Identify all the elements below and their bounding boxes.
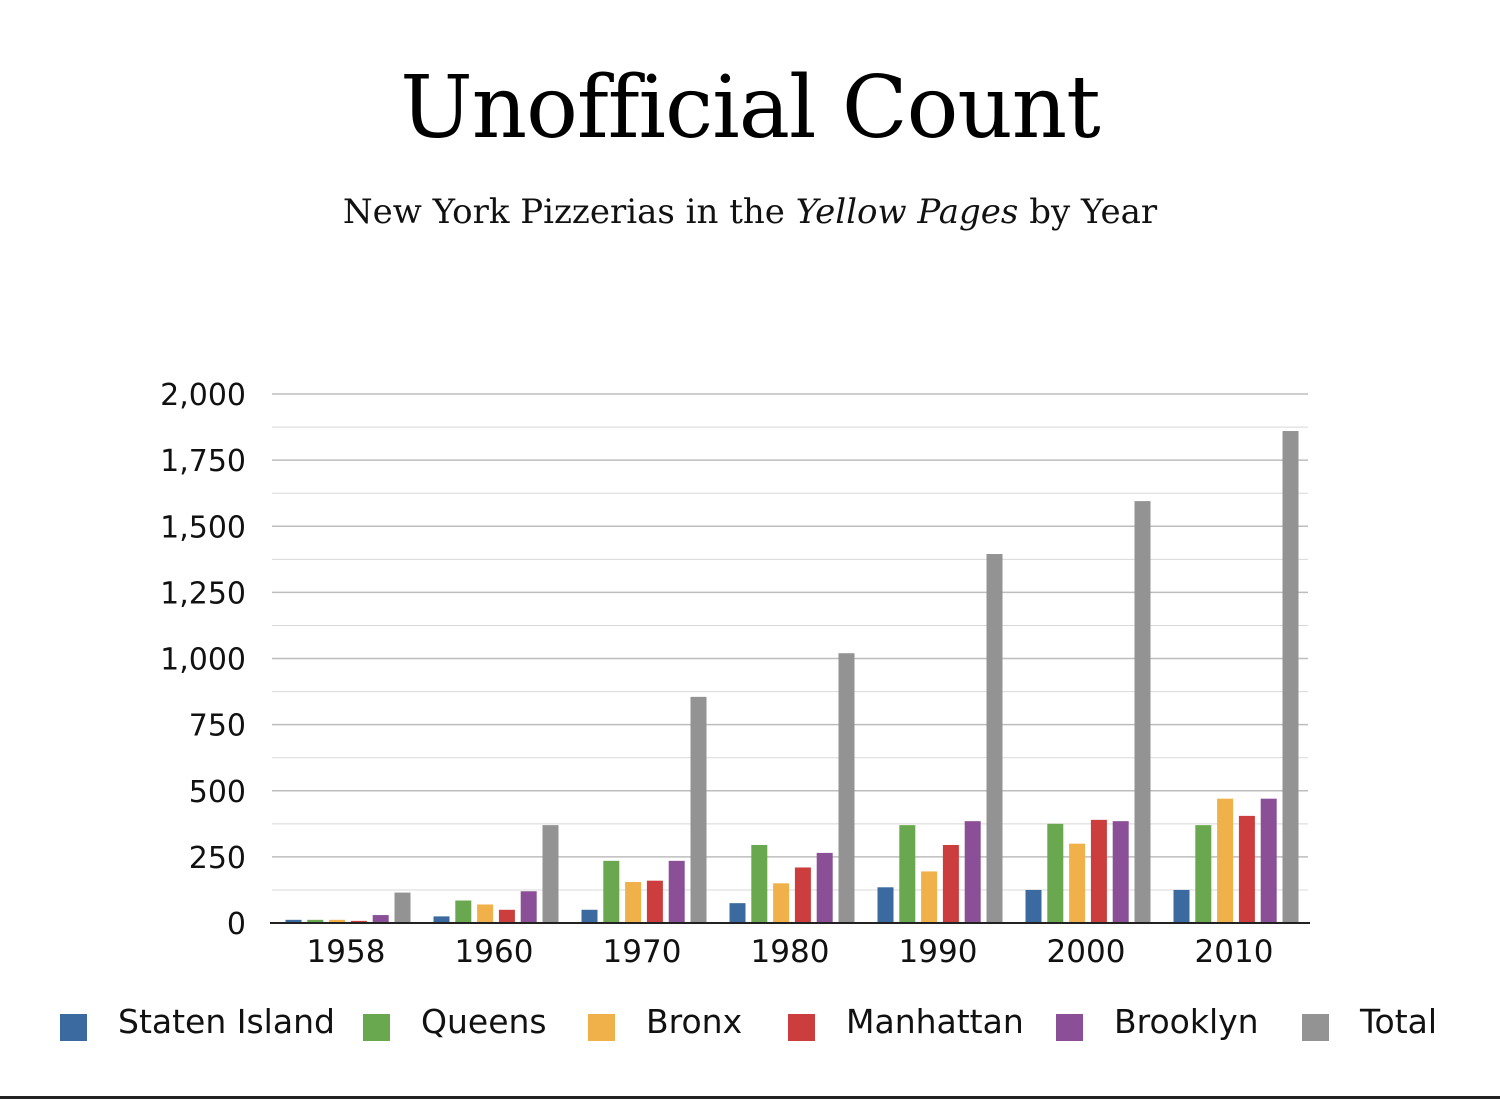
bar-staten-island-2000 bbox=[1025, 889, 1042, 923]
legend-swatch bbox=[60, 1014, 87, 1041]
bar-total-1970 bbox=[690, 696, 707, 923]
x-tick-label: 1990 bbox=[899, 934, 978, 970]
bar-staten-island-1970 bbox=[581, 909, 598, 923]
bar-manhattan-1980 bbox=[794, 867, 811, 923]
legend-label: Brooklyn bbox=[1114, 1002, 1259, 1041]
legend-label: Bronx bbox=[646, 1002, 743, 1041]
y-tick-labels: 0 250 500 750 1,000 1,250 1,500 1,750 2,000 bbox=[160, 378, 246, 942]
bar-brooklyn-2000 bbox=[1112, 821, 1129, 923]
y-tick-label: 250 bbox=[189, 841, 246, 876]
bar-brooklyn-1980 bbox=[816, 852, 833, 923]
legend: Staten Island Queens Bronx Manhattan Brookly… bbox=[60, 1002, 1460, 1052]
x-tick-label: 2010 bbox=[1195, 934, 1274, 970]
subtitle-part-2: Yellow Pages bbox=[795, 192, 1019, 232]
bar-bronx-2010 bbox=[1217, 798, 1234, 923]
subtitle-part-3: by Year bbox=[1018, 192, 1158, 232]
bar-total-1958 bbox=[394, 892, 411, 923]
bars bbox=[285, 431, 1299, 923]
bar-bronx-2000 bbox=[1069, 843, 1086, 923]
bar-brooklyn-1958 bbox=[372, 915, 389, 923]
bar-manhattan-1958 bbox=[350, 920, 367, 923]
legend-swatch bbox=[1302, 1014, 1329, 1041]
y-tick-label: 750 bbox=[189, 709, 246, 744]
y-tick-label: 500 bbox=[189, 775, 246, 810]
bar-queens-1970 bbox=[603, 860, 620, 923]
x-tick-label: 1970 bbox=[603, 934, 682, 970]
bar-manhattan-1970 bbox=[646, 880, 663, 923]
legend-label: Staten Island bbox=[118, 1002, 335, 1041]
bar-queens-2010 bbox=[1195, 825, 1212, 923]
gridlines bbox=[272, 393, 1308, 891]
bar-queens-1960 bbox=[455, 900, 472, 923]
bar-manhattan-2010 bbox=[1238, 815, 1255, 923]
bar-manhattan-1990 bbox=[942, 844, 959, 923]
bar-brooklyn-1960 bbox=[520, 891, 537, 923]
x-tick-label: 2000 bbox=[1047, 934, 1126, 970]
legend-swatch bbox=[788, 1014, 815, 1041]
bar-staten-island-2010 bbox=[1173, 889, 1190, 923]
bar-bronx-1980 bbox=[773, 883, 790, 923]
legend-swatch bbox=[363, 1014, 390, 1041]
bar-bronx-1990 bbox=[921, 871, 938, 923]
bar-staten-island-1958 bbox=[285, 919, 302, 923]
legend-swatch bbox=[1056, 1014, 1083, 1041]
bar-total-1960 bbox=[542, 825, 559, 923]
chart-subtitle: New York Pizzerias in the Yellow Pages b… bbox=[0, 192, 1500, 232]
legend-label: Manhattan bbox=[846, 1002, 1024, 1041]
bar-bronx-1958 bbox=[329, 919, 346, 923]
bar-brooklyn-1970 bbox=[668, 860, 685, 923]
x-tick-labels: 1958 1960 1970 1980 1990 2000 2010 bbox=[307, 934, 1274, 970]
bar-manhattan-1960 bbox=[498, 909, 515, 923]
x-tick-label: 1960 bbox=[455, 934, 534, 970]
legend-label: Queens bbox=[421, 1002, 547, 1041]
bar-manhattan-2000 bbox=[1090, 819, 1107, 923]
x-tick-label: 1958 bbox=[307, 934, 386, 970]
bar-total-1980 bbox=[838, 653, 855, 923]
bar-bronx-1970 bbox=[625, 882, 642, 923]
bar-staten-island-1960 bbox=[433, 916, 450, 923]
chart-title: Unofficial Count bbox=[400, 58, 1101, 158]
bar-queens-1958 bbox=[307, 919, 324, 923]
bar-brooklyn-1990 bbox=[964, 821, 981, 923]
legend-label: Total bbox=[1360, 1002, 1438, 1041]
bar-bronx-1960 bbox=[477, 904, 494, 923]
bar-brooklyn-2010 bbox=[1260, 798, 1277, 923]
y-tick-label: 1,250 bbox=[160, 576, 246, 611]
bar-total-2010 bbox=[1282, 431, 1299, 923]
bar-queens-1980 bbox=[751, 844, 768, 923]
bar-staten-island-1980 bbox=[729, 903, 746, 923]
y-tick-label: 1,000 bbox=[160, 643, 246, 678]
x-tick-label: 1980 bbox=[751, 934, 830, 970]
bar-queens-1990 bbox=[899, 825, 916, 923]
bar-total-2000 bbox=[1134, 501, 1151, 923]
bar-staten-island-1990 bbox=[877, 887, 894, 923]
y-tick-label: 1,750 bbox=[160, 444, 246, 479]
y-tick-label: 0 bbox=[227, 907, 246, 942]
bar-queens-2000 bbox=[1047, 823, 1064, 923]
bottom-divider bbox=[0, 1096, 1500, 1099]
legend-swatch bbox=[588, 1014, 615, 1041]
y-tick-label: 2,000 bbox=[160, 378, 246, 413]
y-tick-label: 1,500 bbox=[160, 510, 246, 545]
subtitle-part-1: New York Pizzerias in the bbox=[342, 192, 796, 232]
bar-total-1990 bbox=[986, 554, 1003, 923]
